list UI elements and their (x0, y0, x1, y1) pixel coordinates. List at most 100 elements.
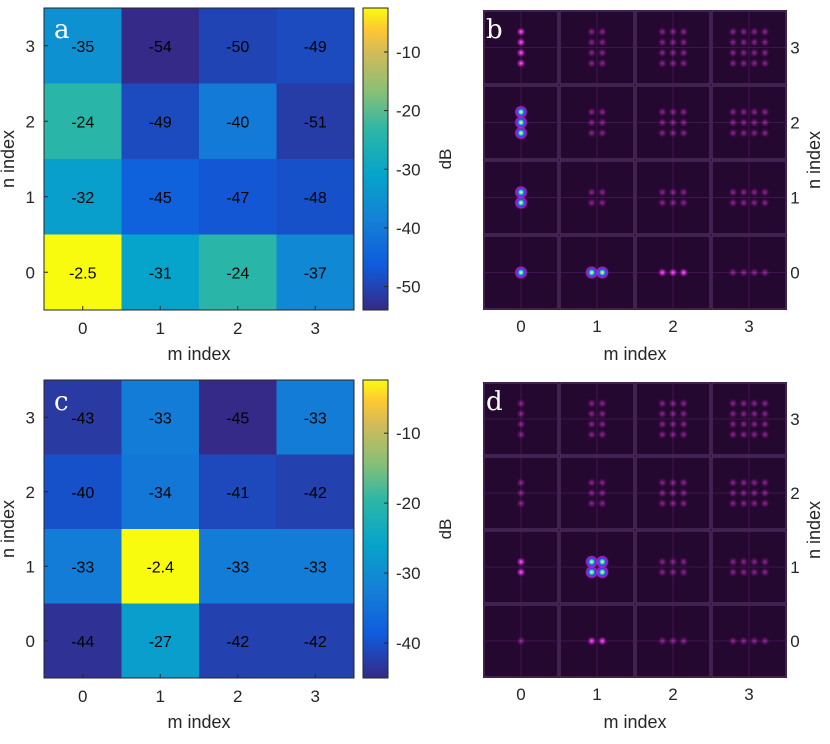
mode-lobe (738, 37, 749, 48)
mode-lobe (586, 408, 597, 419)
panel-letter: d (486, 387, 503, 417)
cell-value-label: -49 (149, 114, 172, 131)
mode-lobe (514, 265, 528, 280)
mode-lobe (584, 265, 599, 280)
heatmap-cell (276, 159, 355, 235)
x-tick-label: 3 (311, 319, 320, 338)
mode-lobe (759, 636, 770, 646)
heatmap-cell (44, 380, 122, 455)
mode-lobe (738, 128, 749, 138)
colorbar-tick-label: -30 (396, 160, 421, 179)
mode-lobe (759, 419, 770, 430)
mode-lobe (586, 58, 597, 69)
mode-lobe (728, 429, 739, 440)
cell-value-label: -34 (149, 485, 172, 502)
heatmap-cell (276, 380, 355, 455)
y-tick-label: 3 (26, 408, 35, 427)
cell-value-label: -41 (226, 485, 249, 502)
heatmap-cell (121, 234, 200, 311)
heatmap-cell (199, 603, 277, 679)
mode-lobe (657, 477, 668, 488)
mode-lobe (514, 105, 528, 119)
heatmap-cell (121, 159, 200, 235)
mode-cell (483, 235, 559, 310)
x-tick-label: 2 (668, 685, 677, 704)
mode-lobe (749, 117, 760, 128)
mode-lobe (668, 556, 678, 567)
x-tick-label: 0 (78, 319, 87, 338)
mode-lobe (514, 185, 528, 200)
y-axis-label: n index (0, 130, 18, 188)
mode-lobe (516, 398, 526, 409)
y-tick-label: 0 (26, 263, 35, 282)
mode-lobe (749, 128, 760, 138)
mode-lobe (749, 488, 760, 498)
mode-lobe (657, 408, 668, 419)
mode-lobe (759, 429, 770, 440)
cell-value-label: -45 (226, 410, 249, 427)
mode-lobe (586, 636, 597, 646)
mode-cell (635, 382, 711, 456)
mode-lobe (728, 636, 739, 646)
mode-lobe (749, 26, 760, 37)
mode-cell (483, 456, 559, 530)
mode-lobe (749, 408, 760, 419)
mode-lobe (657, 429, 668, 440)
mode-lobe (586, 37, 597, 48)
mode-lobe (738, 556, 749, 567)
mode-cell (559, 235, 635, 310)
y-tick-label: 3 (790, 39, 799, 58)
mode-lobe (759, 128, 770, 138)
mode-lobe (668, 567, 678, 578)
mode-lobe (749, 477, 760, 488)
mode-cell (483, 85, 559, 160)
mode-lobe (728, 107, 739, 117)
cell-value-label: -2.4 (146, 559, 174, 576)
mode-lobe (657, 128, 668, 138)
cell-value-label: -47 (226, 190, 249, 207)
cell-value-label: -33 (149, 410, 172, 427)
mode-lobe (586, 477, 597, 488)
y-tick-label: 1 (26, 188, 35, 207)
cell-value-label: -42 (304, 485, 327, 502)
mode-lobe (586, 498, 597, 509)
mode-lobe (586, 488, 597, 498)
mode-lobe (668, 128, 678, 138)
heatmap-cell (121, 454, 200, 530)
mode-lobe (759, 267, 770, 278)
mode-lobe (738, 488, 749, 498)
heatmap-cell (276, 234, 355, 311)
mode-lobe (759, 398, 770, 409)
x-tick-label: 1 (592, 685, 601, 704)
x-tick-label: 1 (592, 317, 601, 336)
x-tick-label: 2 (233, 319, 242, 338)
mode-lobe (678, 419, 689, 430)
mode-lobe (516, 477, 526, 488)
mode-lobe (738, 429, 749, 440)
mode-lobe (759, 477, 770, 488)
mode-lobe (759, 117, 770, 128)
mode-lobe (516, 488, 526, 498)
mode-lobe (657, 398, 668, 409)
mode-lobe (597, 429, 608, 440)
cell-value-label: -32 (71, 190, 94, 207)
x-tick-label: 0 (516, 317, 525, 336)
mode-lobe (597, 26, 608, 37)
mode-lobe (749, 636, 760, 646)
x-tick-label: 1 (156, 687, 165, 706)
mode-lobe (728, 37, 739, 48)
mode-lobe (678, 197, 689, 208)
mode-lobe (657, 419, 668, 430)
heatmap-cell (199, 454, 277, 530)
colorbar (362, 7, 389, 311)
colorbar-tick-label: -40 (396, 219, 421, 238)
mode-cell (559, 530, 635, 604)
heatmap-cell (199, 529, 277, 604)
cell-value-label: -44 (71, 634, 94, 651)
mode-lobe (516, 419, 526, 430)
cell-value-label: -37 (304, 265, 327, 282)
mode-cell (635, 456, 711, 530)
mode-lobe (759, 197, 770, 208)
mode-lobe (728, 187, 739, 198)
mode-lobe (738, 187, 749, 198)
